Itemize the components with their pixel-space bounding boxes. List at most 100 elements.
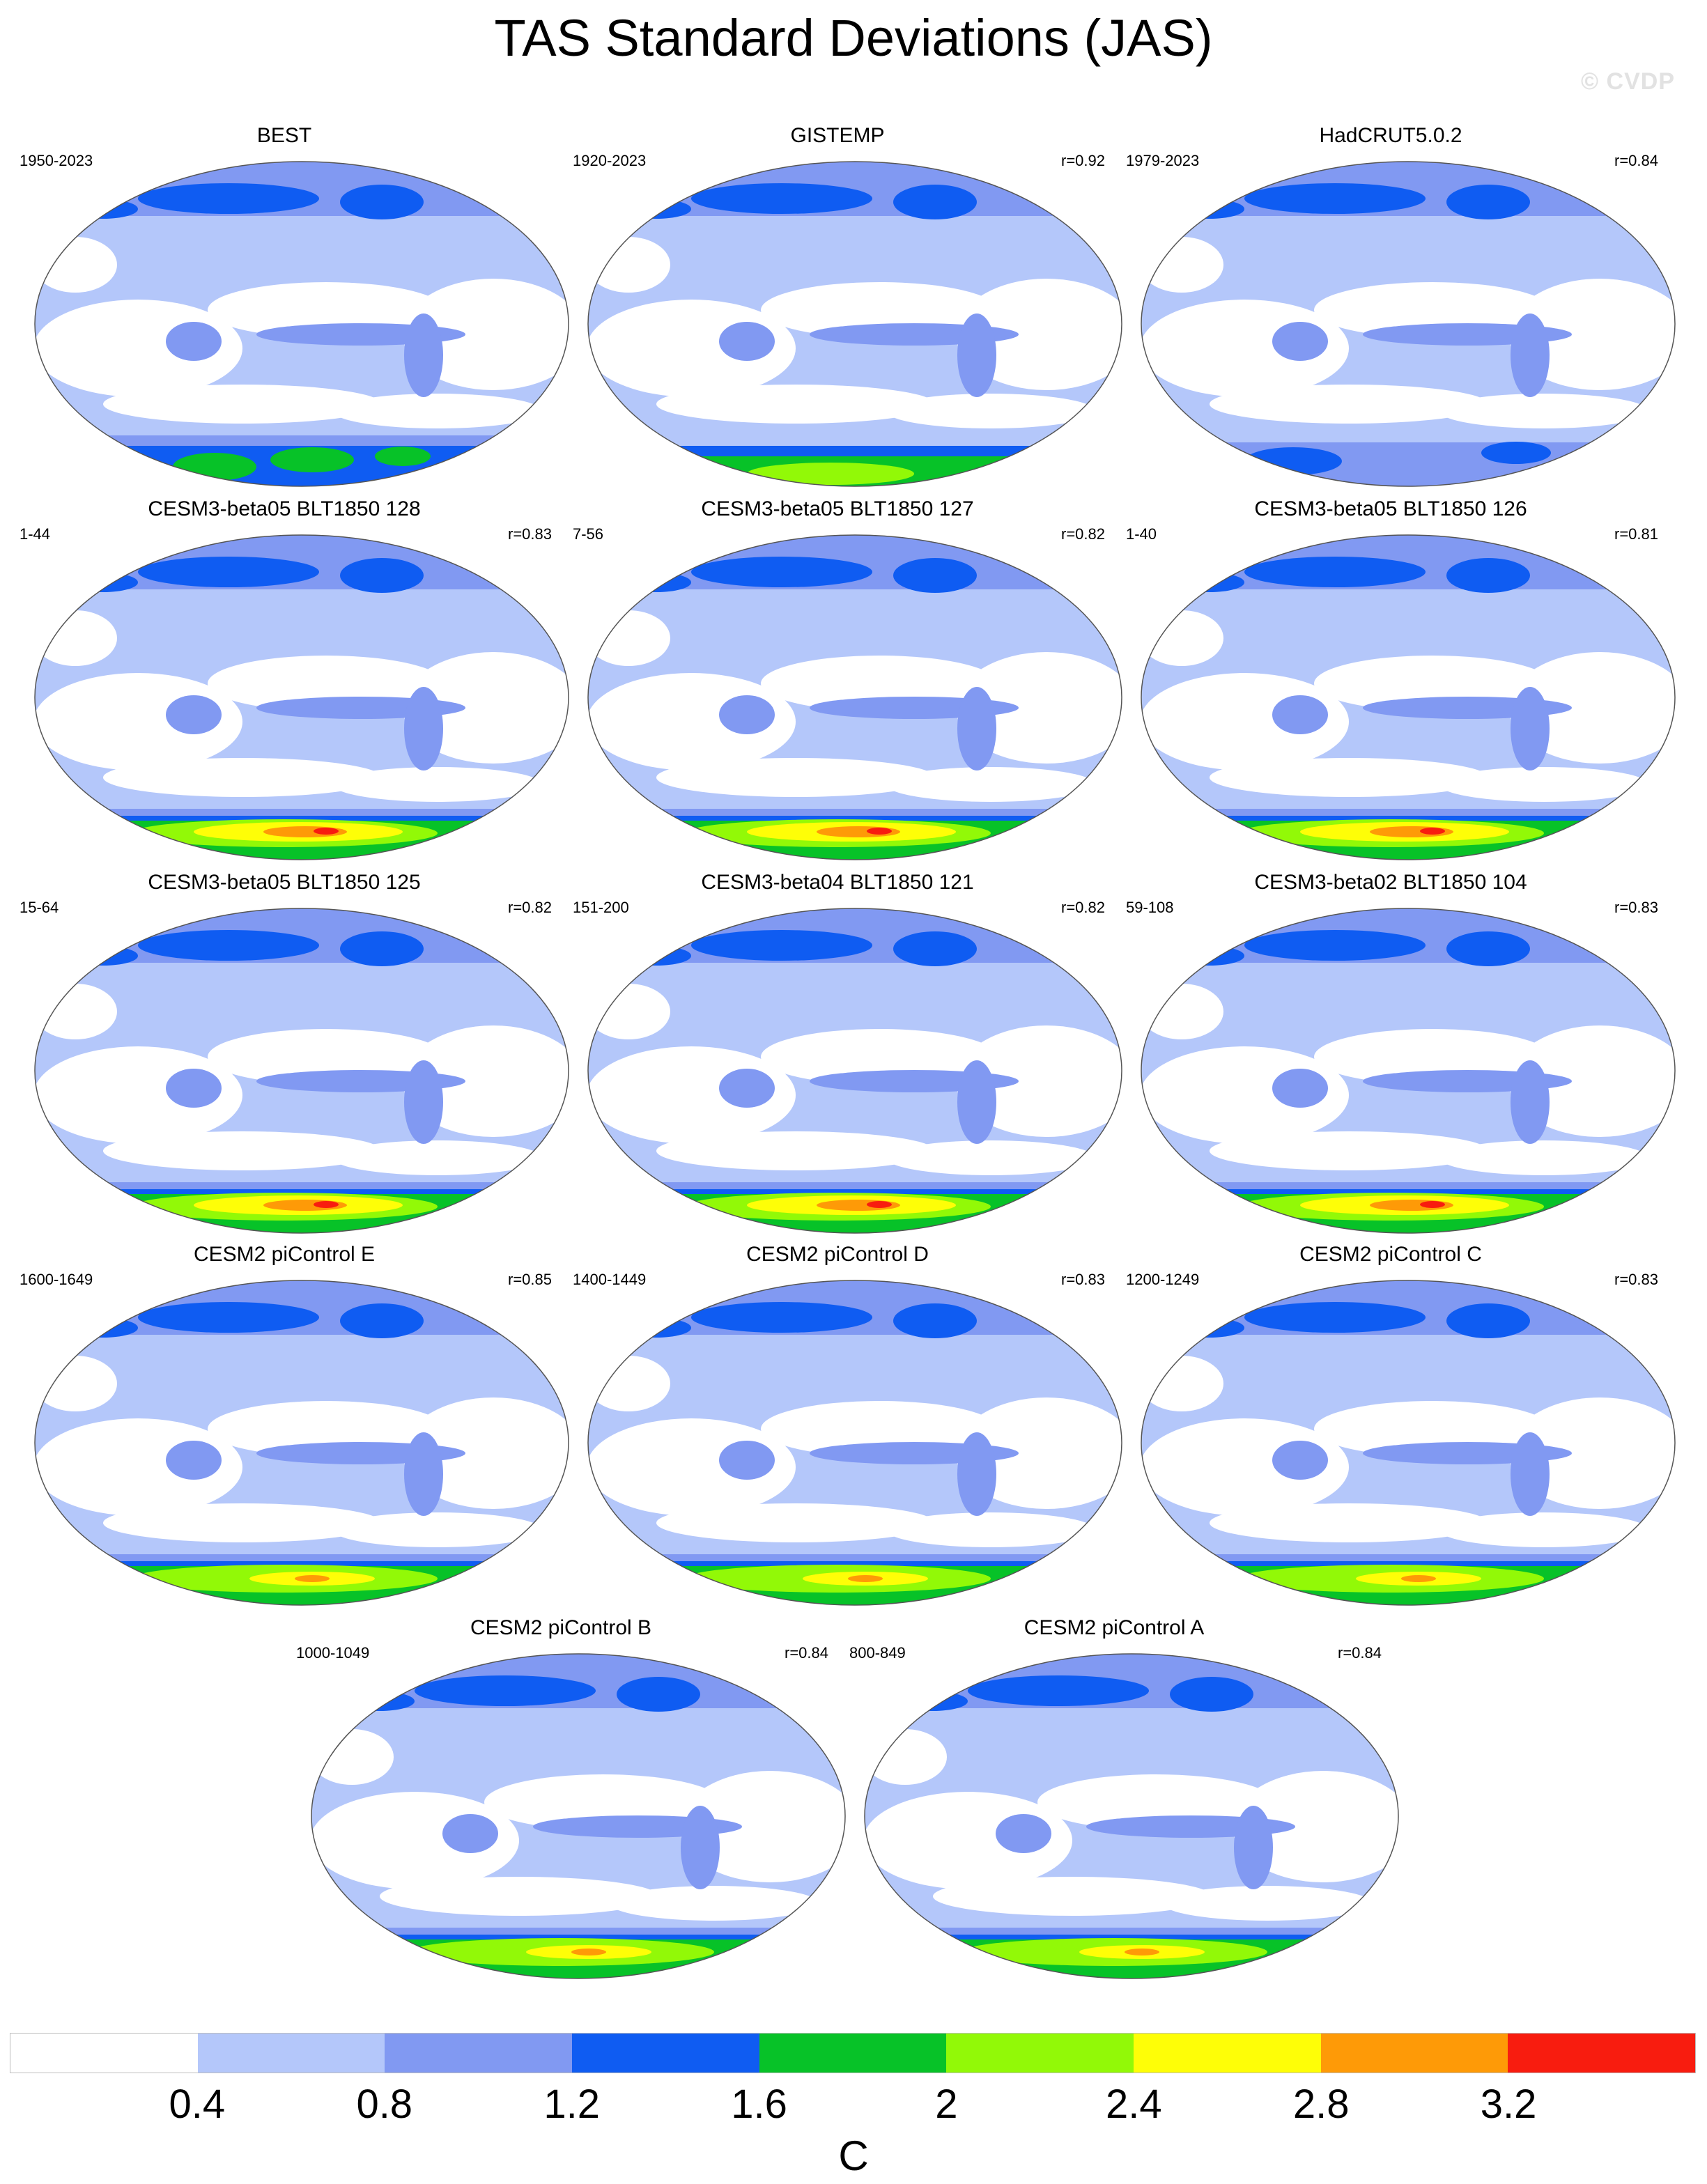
arctic-high-sd xyxy=(1446,931,1530,966)
low-sd-region xyxy=(886,1512,1095,1547)
panel-title: CESM3-beta05 BLT1850 125 xyxy=(148,871,421,894)
map-outline xyxy=(587,161,1122,487)
panel-pattern-correlation: r=0.82 xyxy=(1061,525,1105,543)
low-sd-region xyxy=(1509,279,1675,390)
low-sd-region xyxy=(610,1886,819,1921)
panel-pattern-correlation: r=0.81 xyxy=(1614,525,1658,543)
arctic-high-sd xyxy=(691,930,872,961)
panel-period: 800-849 xyxy=(849,1644,906,1662)
map-panel: BEST 1950-2023 xyxy=(13,124,569,490)
colorbar-segment xyxy=(572,2034,759,2073)
colorbar xyxy=(10,2033,1696,2073)
south-america-region xyxy=(681,1806,720,1889)
low-sd-region xyxy=(333,1140,542,1175)
arctic-band xyxy=(1141,535,1675,589)
australia-region xyxy=(1272,695,1328,734)
antarctic-high-sd xyxy=(270,447,354,472)
arctic-high-sd xyxy=(1244,1302,1426,1333)
low-sd-region xyxy=(1439,1512,1648,1547)
world-map xyxy=(587,1280,1122,1606)
low-sd-region xyxy=(933,1877,1212,1916)
antarctic-high-sd xyxy=(867,828,892,835)
low-sd-region xyxy=(35,1356,117,1411)
low-sd-region xyxy=(588,984,670,1039)
map-field xyxy=(1141,535,1675,860)
arctic-high-sd xyxy=(340,931,424,966)
arctic-band xyxy=(35,535,569,589)
low-sd-region xyxy=(403,1025,569,1137)
low-sd-region xyxy=(1439,394,1648,428)
world-map xyxy=(311,1653,846,1979)
map-panel: CESM3-beta02 BLT1850 104 59-108 r=0.83 xyxy=(1119,871,1676,1237)
map-outline xyxy=(1141,161,1676,487)
arctic-band xyxy=(1141,162,1675,216)
map-panel: CESM3-beta05 BLT1850 125 15-64 r=0.82 xyxy=(13,871,569,1237)
south-america-region xyxy=(1234,1806,1273,1889)
low-sd-region xyxy=(403,279,569,390)
panel-period: 1000-1049 xyxy=(296,1644,370,1662)
australia-region xyxy=(442,1814,498,1853)
antarctic-band xyxy=(1141,442,1675,486)
arctic-high-sd xyxy=(340,558,424,593)
colorbar-tick-label: 2 xyxy=(935,2082,958,2127)
arctic-high-sd xyxy=(138,183,319,214)
antarctic-high-sd xyxy=(1401,1575,1436,1582)
south-america-region xyxy=(404,1060,443,1144)
low-sd-region xyxy=(1141,1356,1223,1411)
world-map xyxy=(34,1280,569,1606)
antarctic-high-sd xyxy=(1420,1201,1445,1208)
map-field xyxy=(588,535,1122,860)
low-sd-region xyxy=(1509,1397,1675,1509)
arctic-high-sd xyxy=(1244,183,1426,214)
antarctic-high-sd xyxy=(867,1201,892,1208)
world-map xyxy=(864,1653,1399,1979)
panel-period: 1920-2023 xyxy=(573,152,647,169)
low-sd-region xyxy=(886,1140,1095,1175)
south-america-region xyxy=(404,687,443,770)
panel-period: 1400-1449 xyxy=(573,1271,647,1288)
map-outline xyxy=(1141,1280,1676,1606)
map-outline xyxy=(34,1280,569,1606)
low-sd-region xyxy=(588,1356,670,1411)
world-map xyxy=(34,534,569,860)
panel-title: CESM3-beta05 BLT1850 126 xyxy=(1254,497,1527,520)
panel-title: GISTEMP xyxy=(790,124,885,147)
antarctic-high-sd xyxy=(747,463,914,485)
panel-pattern-correlation: r=0.83 xyxy=(508,525,552,543)
world-map xyxy=(34,908,569,1234)
panel-title: CESM2 piControl D xyxy=(746,1243,929,1266)
map-outline xyxy=(1141,534,1676,860)
map-outline xyxy=(864,1653,1399,1979)
australia-region xyxy=(1272,322,1328,361)
arctic-high-sd xyxy=(1244,557,1426,587)
arctic-high-sd xyxy=(138,1302,319,1333)
south-america-region xyxy=(957,313,996,397)
south-america-region xyxy=(1511,313,1550,397)
arctic-high-sd xyxy=(691,557,872,587)
arctic-high-sd xyxy=(893,931,977,966)
map-field xyxy=(35,535,569,860)
map-outline xyxy=(34,908,569,1234)
antarctic-high-sd xyxy=(571,1949,606,1955)
world-map xyxy=(1141,161,1676,487)
map-panel: CESM2 piControl A 800-849 r=0.84 xyxy=(842,1616,1399,1982)
low-sd-region xyxy=(1141,237,1223,293)
colorbar-tick-label: 2.4 xyxy=(1106,2082,1162,2127)
panel-pattern-correlation: r=0.85 xyxy=(508,1271,552,1288)
arctic-high-sd xyxy=(138,557,319,587)
low-sd-region xyxy=(311,1729,394,1785)
low-sd-region xyxy=(679,1771,845,1882)
panel-period: 1950-2023 xyxy=(20,152,93,169)
low-sd-region xyxy=(1210,758,1488,797)
colorbar-segment xyxy=(946,2034,1134,2073)
antarctic-high-sd xyxy=(1481,442,1551,464)
arctic-high-sd xyxy=(1244,930,1426,961)
low-sd-region xyxy=(1141,984,1223,1039)
low-sd-region xyxy=(656,385,935,424)
panel-period: 15-64 xyxy=(20,899,59,916)
arctic-high-sd xyxy=(968,1675,1149,1706)
map-field xyxy=(588,908,1122,1233)
arctic-band xyxy=(588,1280,1122,1335)
south-america-region xyxy=(1511,687,1550,770)
colorbar-segment xyxy=(759,2034,947,2073)
